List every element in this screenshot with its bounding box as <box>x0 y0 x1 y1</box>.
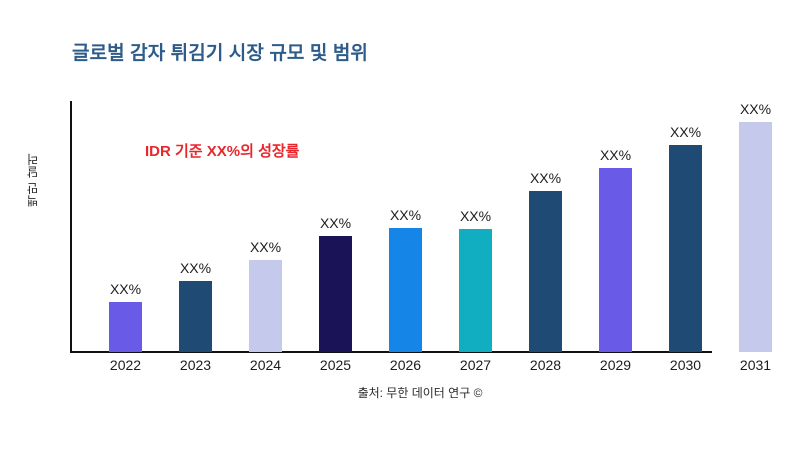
x-tick-label-2029: 2029 <box>599 357 632 373</box>
x-tick-label-2028: 2028 <box>529 357 562 373</box>
x-tick-label-2024: 2024 <box>249 357 282 373</box>
bar-2031[interactable] <box>739 122 772 352</box>
x-tick-label-2030: 2030 <box>669 357 702 373</box>
bar-2022[interactable] <box>109 302 142 352</box>
bar-2024[interactable] <box>249 260 282 352</box>
x-tick-label-2025: 2025 <box>319 357 352 373</box>
bar-group-2027[interactable]: XX% <box>441 208 511 352</box>
bar-value-label: XX% <box>249 239 282 255</box>
bar-group-2029[interactable]: XX% <box>581 147 651 352</box>
x-tick-label-2027: 2027 <box>459 357 492 373</box>
y-axis-line <box>70 101 72 353</box>
bar-value-label: XX% <box>319 215 352 231</box>
bar-group-2030[interactable]: XX% <box>651 124 721 352</box>
bar-2027[interactable] <box>459 229 492 352</box>
bar-value-label: XX% <box>669 124 702 140</box>
bar-group-2025[interactable]: XX% <box>301 215 371 352</box>
bar-2023[interactable] <box>179 281 212 352</box>
bar-2029[interactable] <box>599 168 632 352</box>
source-note-text: 출처: 무한 데이터 연구 © <box>357 386 483 400</box>
bar-2030[interactable] <box>669 145 702 352</box>
x-axis-line <box>70 351 712 353</box>
bar-group-2024[interactable]: XX% <box>231 239 301 352</box>
x-tick-label-2031: 2031 <box>739 357 772 373</box>
bar-2028[interactable] <box>529 191 562 352</box>
x-tick-label-2026: 2026 <box>389 357 422 373</box>
source-note: 출처: 무한 데이터 연구 © <box>0 384 800 401</box>
bar-value-label: XX% <box>599 147 632 163</box>
x-tick-label-2023: 2023 <box>179 357 212 373</box>
bar-group-2023[interactable]: XX% <box>161 260 231 352</box>
bar-value-label: XX% <box>389 207 422 223</box>
page-title: 글로벌 감자 튀김기 시장 규모 및 범위 <box>72 43 368 64</box>
bar-value-label: XX% <box>529 170 562 186</box>
bar-value-label: XX% <box>109 281 142 297</box>
bar-value-label: XX% <box>459 208 492 224</box>
bar-2025[interactable] <box>319 236 352 352</box>
bar-group-2028[interactable]: XX% <box>511 170 581 352</box>
growth-rate-annotation: IDR 기준 XX%의 성장률 <box>145 143 300 160</box>
bar-group-2022[interactable]: XX% <box>91 281 161 352</box>
bar-2026[interactable] <box>389 228 422 352</box>
bar-value-label: XX% <box>739 101 772 117</box>
bar-value-label: XX% <box>179 260 212 276</box>
bar-group-2026[interactable]: XX% <box>371 207 441 352</box>
x-tick-label-2022: 2022 <box>109 357 142 373</box>
bar-group-2031[interactable]: XX% <box>721 101 791 352</box>
